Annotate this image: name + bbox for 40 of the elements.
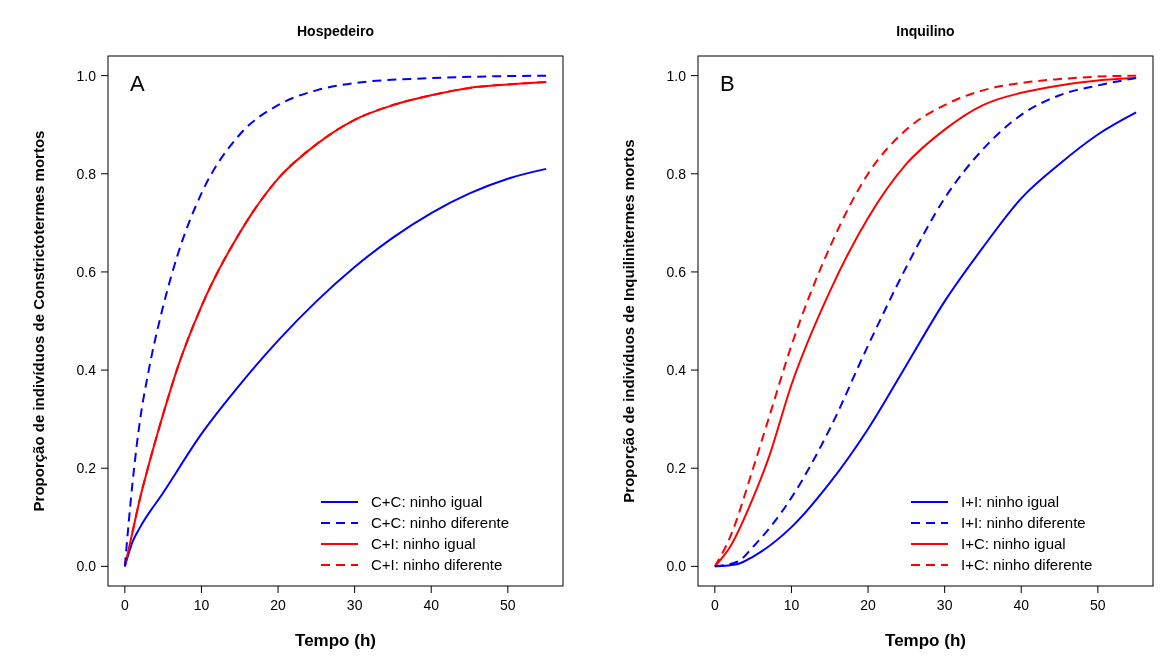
legend-label: I+C: ninho diferente	[961, 556, 1093, 573]
x-tick-label: 40	[423, 597, 440, 613]
x-tick-label: 0	[710, 597, 719, 613]
chart-title: Inquilino	[896, 23, 955, 39]
legend-label: I+I: ninho diferente	[961, 514, 1086, 531]
legend-label: I+C: ninho igual	[961, 535, 1066, 552]
legend-label: C+I: ninho igual	[371, 535, 476, 552]
x-tick-label: 20	[270, 597, 287, 613]
x-tick-label: 30	[346, 597, 363, 613]
y-axis-title: Proporção de indivíduos de Constrictotermes mortos	[30, 130, 47, 512]
y-tick-label: 0.0	[666, 558, 687, 575]
annotation: B	[720, 71, 735, 96]
x-tick-label: 0	[120, 597, 129, 613]
x-tick-label: 30	[936, 597, 953, 613]
legend-label: C+C: ninho diferente	[371, 514, 510, 531]
x-tick-label: 10	[783, 597, 800, 613]
y-tick-label: 0.0	[76, 558, 97, 575]
legend-label: C+I: ninho diferente	[371, 556, 503, 573]
y-tick-label: 0.8	[666, 165, 687, 182]
legend-label: C+C: ninho igual	[371, 493, 483, 510]
y-tick-label: 0.2	[76, 460, 97, 477]
x-tick-label: 40	[1013, 597, 1030, 613]
x-tick-label: 50	[1090, 597, 1106, 613]
y-tick-label: 0.4	[666, 362, 687, 379]
annotation: A	[130, 71, 145, 96]
x-axis-title: Tempo (h)	[295, 631, 376, 650]
y-tick-label: 0.6	[666, 263, 687, 280]
y-tick-label: 1.0	[666, 67, 687, 84]
y-tick-label: 0.2	[666, 460, 687, 477]
y-tick-label: 0.6	[76, 263, 97, 280]
x-tick-label: 20	[860, 597, 877, 613]
y-tick-label: 0.8	[76, 165, 97, 182]
chart-title: Hospedeiro	[296, 23, 375, 39]
x-tick-label: 50	[500, 597, 516, 613]
y-tick-label: 0.4	[76, 362, 97, 379]
legend-label: I+I: ninho igual	[961, 493, 1059, 510]
y-tick-label: 1.0	[76, 67, 97, 84]
x-tick-label: 10	[193, 597, 210, 613]
x-axis-title: Tempo (h)	[885, 631, 966, 650]
y-axis-title: Proporção de indivíduos de Inquilinitermes mortos	[620, 139, 637, 503]
